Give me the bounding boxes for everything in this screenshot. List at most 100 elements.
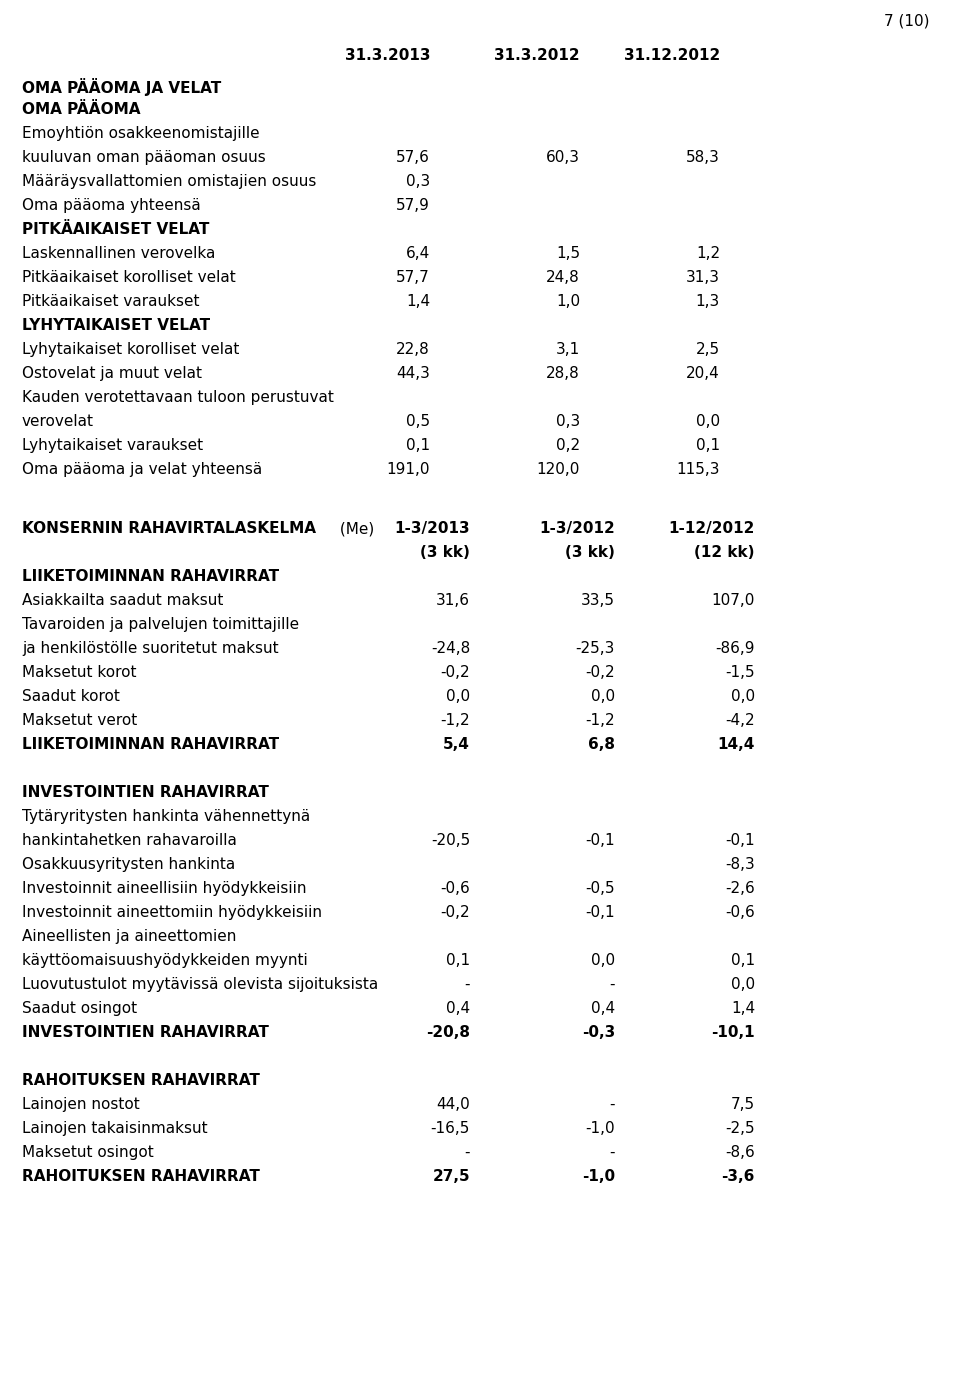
Text: Laskennallinen verovelka: Laskennallinen verovelka [22, 245, 215, 261]
Text: -0,2: -0,2 [441, 905, 470, 920]
Text: 44,0: 44,0 [436, 1097, 470, 1112]
Text: 28,8: 28,8 [546, 367, 580, 381]
Text: kuuluvan oman pääoman osuus: kuuluvan oman pääoman osuus [22, 151, 266, 164]
Text: 7 (10): 7 (10) [884, 14, 930, 29]
Text: Saadut osingot: Saadut osingot [22, 1001, 137, 1016]
Text: 107,0: 107,0 [711, 592, 755, 608]
Text: -2,6: -2,6 [725, 881, 755, 896]
Text: Saadut korot: Saadut korot [22, 689, 120, 704]
Text: (Me): (Me) [335, 521, 374, 537]
Text: RAHOITUKSEN RAHAVIRRAT: RAHOITUKSEN RAHAVIRRAT [22, 1170, 260, 1184]
Text: 0,2: 0,2 [556, 438, 580, 453]
Text: 7,5: 7,5 [731, 1097, 755, 1112]
Text: -86,9: -86,9 [715, 641, 755, 657]
Text: -: - [610, 1144, 615, 1160]
Text: Lyhytaikaiset varaukset: Lyhytaikaiset varaukset [22, 438, 204, 453]
Text: hankintahetken rahavaroilla: hankintahetken rahavaroilla [22, 834, 237, 848]
Text: 1,5: 1,5 [556, 245, 580, 261]
Text: Ostovelat ja muut velat: Ostovelat ja muut velat [22, 367, 202, 381]
Text: -3,6: -3,6 [722, 1170, 755, 1184]
Text: Tavaroiden ja palvelujen toimittajille: Tavaroiden ja palvelujen toimittajille [22, 618, 300, 631]
Text: 31.3.2012: 31.3.2012 [494, 47, 580, 63]
Text: ja henkilöstölle suoritetut maksut: ja henkilöstölle suoritetut maksut [22, 641, 278, 657]
Text: -0,2: -0,2 [586, 665, 615, 680]
Text: 0,3: 0,3 [556, 414, 580, 429]
Text: Määräysvallattomien omistajien osuus: Määräysvallattomien omistajien osuus [22, 174, 317, 190]
Text: 57,7: 57,7 [396, 270, 430, 284]
Text: 5,4: 5,4 [444, 737, 470, 751]
Text: -: - [465, 1144, 470, 1160]
Text: 1,0: 1,0 [556, 294, 580, 309]
Text: -0,2: -0,2 [441, 665, 470, 680]
Text: 0,1: 0,1 [731, 953, 755, 967]
Text: Tytäryritysten hankinta vähennettynä: Tytäryritysten hankinta vähennettynä [22, 809, 310, 824]
Text: -1,2: -1,2 [586, 712, 615, 728]
Text: verovelat: verovelat [22, 414, 94, 429]
Text: Maksetut osingot: Maksetut osingot [22, 1144, 154, 1160]
Text: 31.12.2012: 31.12.2012 [624, 47, 720, 63]
Text: 0,0: 0,0 [731, 977, 755, 993]
Text: 1,3: 1,3 [696, 294, 720, 309]
Text: 1-12/2012: 1-12/2012 [668, 521, 755, 537]
Text: 0,0: 0,0 [445, 689, 470, 704]
Text: -0,5: -0,5 [586, 881, 615, 896]
Text: 60,3: 60,3 [546, 151, 580, 164]
Text: 0,3: 0,3 [406, 174, 430, 190]
Text: -: - [610, 977, 615, 993]
Text: -1,0: -1,0 [586, 1121, 615, 1136]
Text: Maksetut verot: Maksetut verot [22, 712, 137, 728]
Text: käyttöomaisuushyödykkeiden myynti: käyttöomaisuushyödykkeiden myynti [22, 953, 308, 967]
Text: 115,3: 115,3 [677, 461, 720, 477]
Text: 22,8: 22,8 [396, 342, 430, 357]
Text: -24,8: -24,8 [431, 641, 470, 657]
Text: Pitkäaikaiset varaukset: Pitkäaikaiset varaukset [22, 294, 200, 309]
Text: 33,5: 33,5 [581, 592, 615, 608]
Text: Pitkäaikaiset korolliset velat: Pitkäaikaiset korolliset velat [22, 270, 236, 284]
Text: 57,6: 57,6 [396, 151, 430, 164]
Text: Oma pääoma ja velat yhteensä: Oma pääoma ja velat yhteensä [22, 461, 262, 477]
Text: Investoinnit aineettomiin hyödykkeisiin: Investoinnit aineettomiin hyödykkeisiin [22, 905, 322, 920]
Text: 2,5: 2,5 [696, 342, 720, 357]
Text: -0,6: -0,6 [441, 881, 470, 896]
Text: Lainojen takaisinmaksut: Lainojen takaisinmaksut [22, 1121, 207, 1136]
Text: PITKÄAIKAISET VELAT: PITKÄAIKAISET VELAT [22, 222, 209, 237]
Text: 0,0: 0,0 [590, 689, 615, 704]
Text: -10,1: -10,1 [711, 1025, 755, 1040]
Text: 1,4: 1,4 [731, 1001, 755, 1016]
Text: 0,0: 0,0 [731, 689, 755, 704]
Text: -25,3: -25,3 [576, 641, 615, 657]
Text: OMA PÄÄOMA: OMA PÄÄOMA [22, 102, 140, 117]
Text: Emoyhtiön osakkeenomistajille: Emoyhtiön osakkeenomistajille [22, 125, 259, 141]
Text: -2,5: -2,5 [726, 1121, 755, 1136]
Text: 0,4: 0,4 [445, 1001, 470, 1016]
Text: LIIKETOIMINNAN RAHAVIRRAT: LIIKETOIMINNAN RAHAVIRRAT [22, 569, 279, 584]
Text: Kauden verotettavaan tuloon perustuvat: Kauden verotettavaan tuloon perustuvat [22, 390, 334, 406]
Text: 58,3: 58,3 [686, 151, 720, 164]
Text: 0,1: 0,1 [406, 438, 430, 453]
Text: (3 kk): (3 kk) [565, 545, 615, 560]
Text: (3 kk): (3 kk) [420, 545, 470, 560]
Text: 44,3: 44,3 [396, 367, 430, 381]
Text: LIIKETOIMINNAN RAHAVIRRAT: LIIKETOIMINNAN RAHAVIRRAT [22, 737, 279, 751]
Text: Lainojen nostot: Lainojen nostot [22, 1097, 140, 1112]
Text: 191,0: 191,0 [387, 461, 430, 477]
Text: -0,1: -0,1 [586, 834, 615, 848]
Text: -0,6: -0,6 [725, 905, 755, 920]
Text: RAHOITUKSEN RAHAVIRRAT: RAHOITUKSEN RAHAVIRRAT [22, 1073, 260, 1087]
Text: INVESTOINTIEN RAHAVIRRAT: INVESTOINTIEN RAHAVIRRAT [22, 785, 269, 800]
Text: 31.3.2013: 31.3.2013 [345, 47, 430, 63]
Text: 20,4: 20,4 [686, 367, 720, 381]
Text: Investoinnit aineellisiin hyödykkeisiin: Investoinnit aineellisiin hyödykkeisiin [22, 881, 306, 896]
Text: KONSERNIN RAHAVIRTALASKELMA: KONSERNIN RAHAVIRTALASKELMA [22, 521, 316, 537]
Text: -16,5: -16,5 [431, 1121, 470, 1136]
Text: 27,5: 27,5 [432, 1170, 470, 1184]
Text: LYHYTAIKAISET VELAT: LYHYTAIKAISET VELAT [22, 318, 210, 333]
Text: -0,1: -0,1 [726, 834, 755, 848]
Text: -: - [465, 977, 470, 993]
Text: 6,4: 6,4 [406, 245, 430, 261]
Text: 1,2: 1,2 [696, 245, 720, 261]
Text: 120,0: 120,0 [537, 461, 580, 477]
Text: -1,5: -1,5 [726, 665, 755, 680]
Text: -0,3: -0,3 [582, 1025, 615, 1040]
Text: -1,2: -1,2 [441, 712, 470, 728]
